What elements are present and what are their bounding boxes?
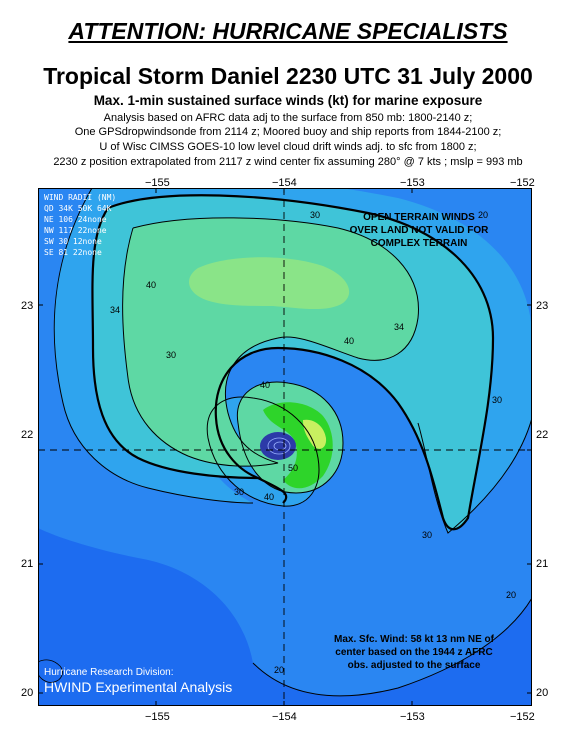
contour-label: 30 (234, 487, 244, 497)
contour-label: 40 (344, 336, 354, 346)
contour-label: 20 (478, 210, 488, 220)
contour-label: 20 (274, 665, 284, 675)
storm-eye-contour (267, 437, 291, 455)
max-wind-note: center based on the 1944 z AFRC (335, 647, 492, 658)
frame-ticks (38, 188, 532, 706)
wind-band-45kt (189, 257, 350, 310)
page-subtitle: Max. 1-min sustained surface winds (kt) … (93, 93, 483, 108)
lat-tick-label: 22 (21, 429, 34, 441)
lat-tick-label: 20 (536, 687, 549, 699)
isotach-40kt (236, 381, 344, 494)
lon-tick-label: −154 (272, 711, 297, 723)
lon-tick-label: −152 (510, 177, 535, 189)
contour-label: 40 (146, 280, 156, 290)
isotach-30kt (53, 188, 254, 504)
contour-label: 34 (394, 322, 404, 332)
contour-label: 50 (288, 463, 298, 473)
contour-label: 20 (506, 590, 516, 600)
analysis-info-line: U of Wisc CIMSS GOES-10 low level cloud … (99, 141, 477, 153)
credit-title: HWIND Experimental Analysis (44, 679, 232, 695)
isotach-30kt-inner (206, 396, 320, 507)
page-title: Tropical Storm Daniel 2230 UTC 31 July 2… (43, 63, 533, 89)
contour-label: 40 (264, 492, 274, 502)
isotach-34kt (91, 207, 259, 480)
isotach-20kt (252, 597, 532, 697)
lat-tick-label: 20 (21, 687, 34, 699)
storm-eye (260, 432, 296, 460)
analysis-info-line: Analysis based on AFRC data adj to the s… (103, 112, 473, 124)
island-outline (38, 659, 63, 683)
lat-tick-label: 23 (21, 300, 34, 312)
lat-tick-label: 21 (21, 558, 34, 570)
wind-radii-row: SW 30 12none (44, 237, 102, 246)
lon-tick-label: −153 (400, 177, 425, 189)
lon-tick-label: −153 (400, 711, 425, 723)
lon-tick-label: −155 (145, 711, 170, 723)
lat-tick-label: 23 (536, 300, 549, 312)
contour-label: 34 (110, 305, 120, 315)
terrain-note: OVER LAND NOT VALID FOR (350, 225, 489, 236)
wind-radii-row: QD 34K 50K 64K (44, 204, 112, 213)
contour-label: 30 (422, 530, 432, 540)
terrain-note: OPEN TERRAIN WINDS (363, 212, 475, 223)
contour-label: 30 (310, 210, 320, 220)
wind-radii-title: WIND RADII (NM) (44, 193, 116, 202)
lat-tick-label: 21 (536, 558, 549, 570)
contour-label: 30 (166, 350, 176, 360)
attention-banner: ATTENTION: HURRICANE SPECIALISTS (68, 18, 508, 44)
max-wind-note: obs. adjusted to the surface (348, 660, 481, 671)
terrain-note: COMPLEX TERRAIN (371, 238, 468, 249)
lon-tick-label: −155 (145, 177, 170, 189)
isotach-40kt (122, 217, 419, 467)
contour-label: 40 (260, 380, 270, 390)
lat-tick-label: 22 (536, 429, 549, 441)
wind-field-map: 30 20 34 40 30 34 40 30 40 50 30 40 30 2… (38, 188, 532, 706)
analysis-info-line: 2230 z position extrapolated from 2117 z… (53, 156, 523, 168)
credit-division: Hurricane Research Division: (44, 667, 174, 678)
wind-radii-row: NE 106 24none (44, 215, 107, 224)
map-frame (38, 188, 532, 706)
contour-label: 30 (492, 395, 502, 405)
lon-tick-label: −152 (510, 711, 535, 723)
max-wind-note: Max. Sfc. Wind: 58 kt 13 nm NE of (334, 634, 495, 645)
wind-radii-row: SE 81 22none (44, 248, 102, 257)
wind-radii-row: NW 117 22none (44, 226, 107, 235)
analysis-info-line: One GPSdropwindsonde from 2114 z; Moored… (74, 126, 502, 138)
isotach-34kt (107, 194, 495, 531)
lon-tick-label: −154 (272, 177, 297, 189)
wind-band-55kt (303, 419, 327, 449)
